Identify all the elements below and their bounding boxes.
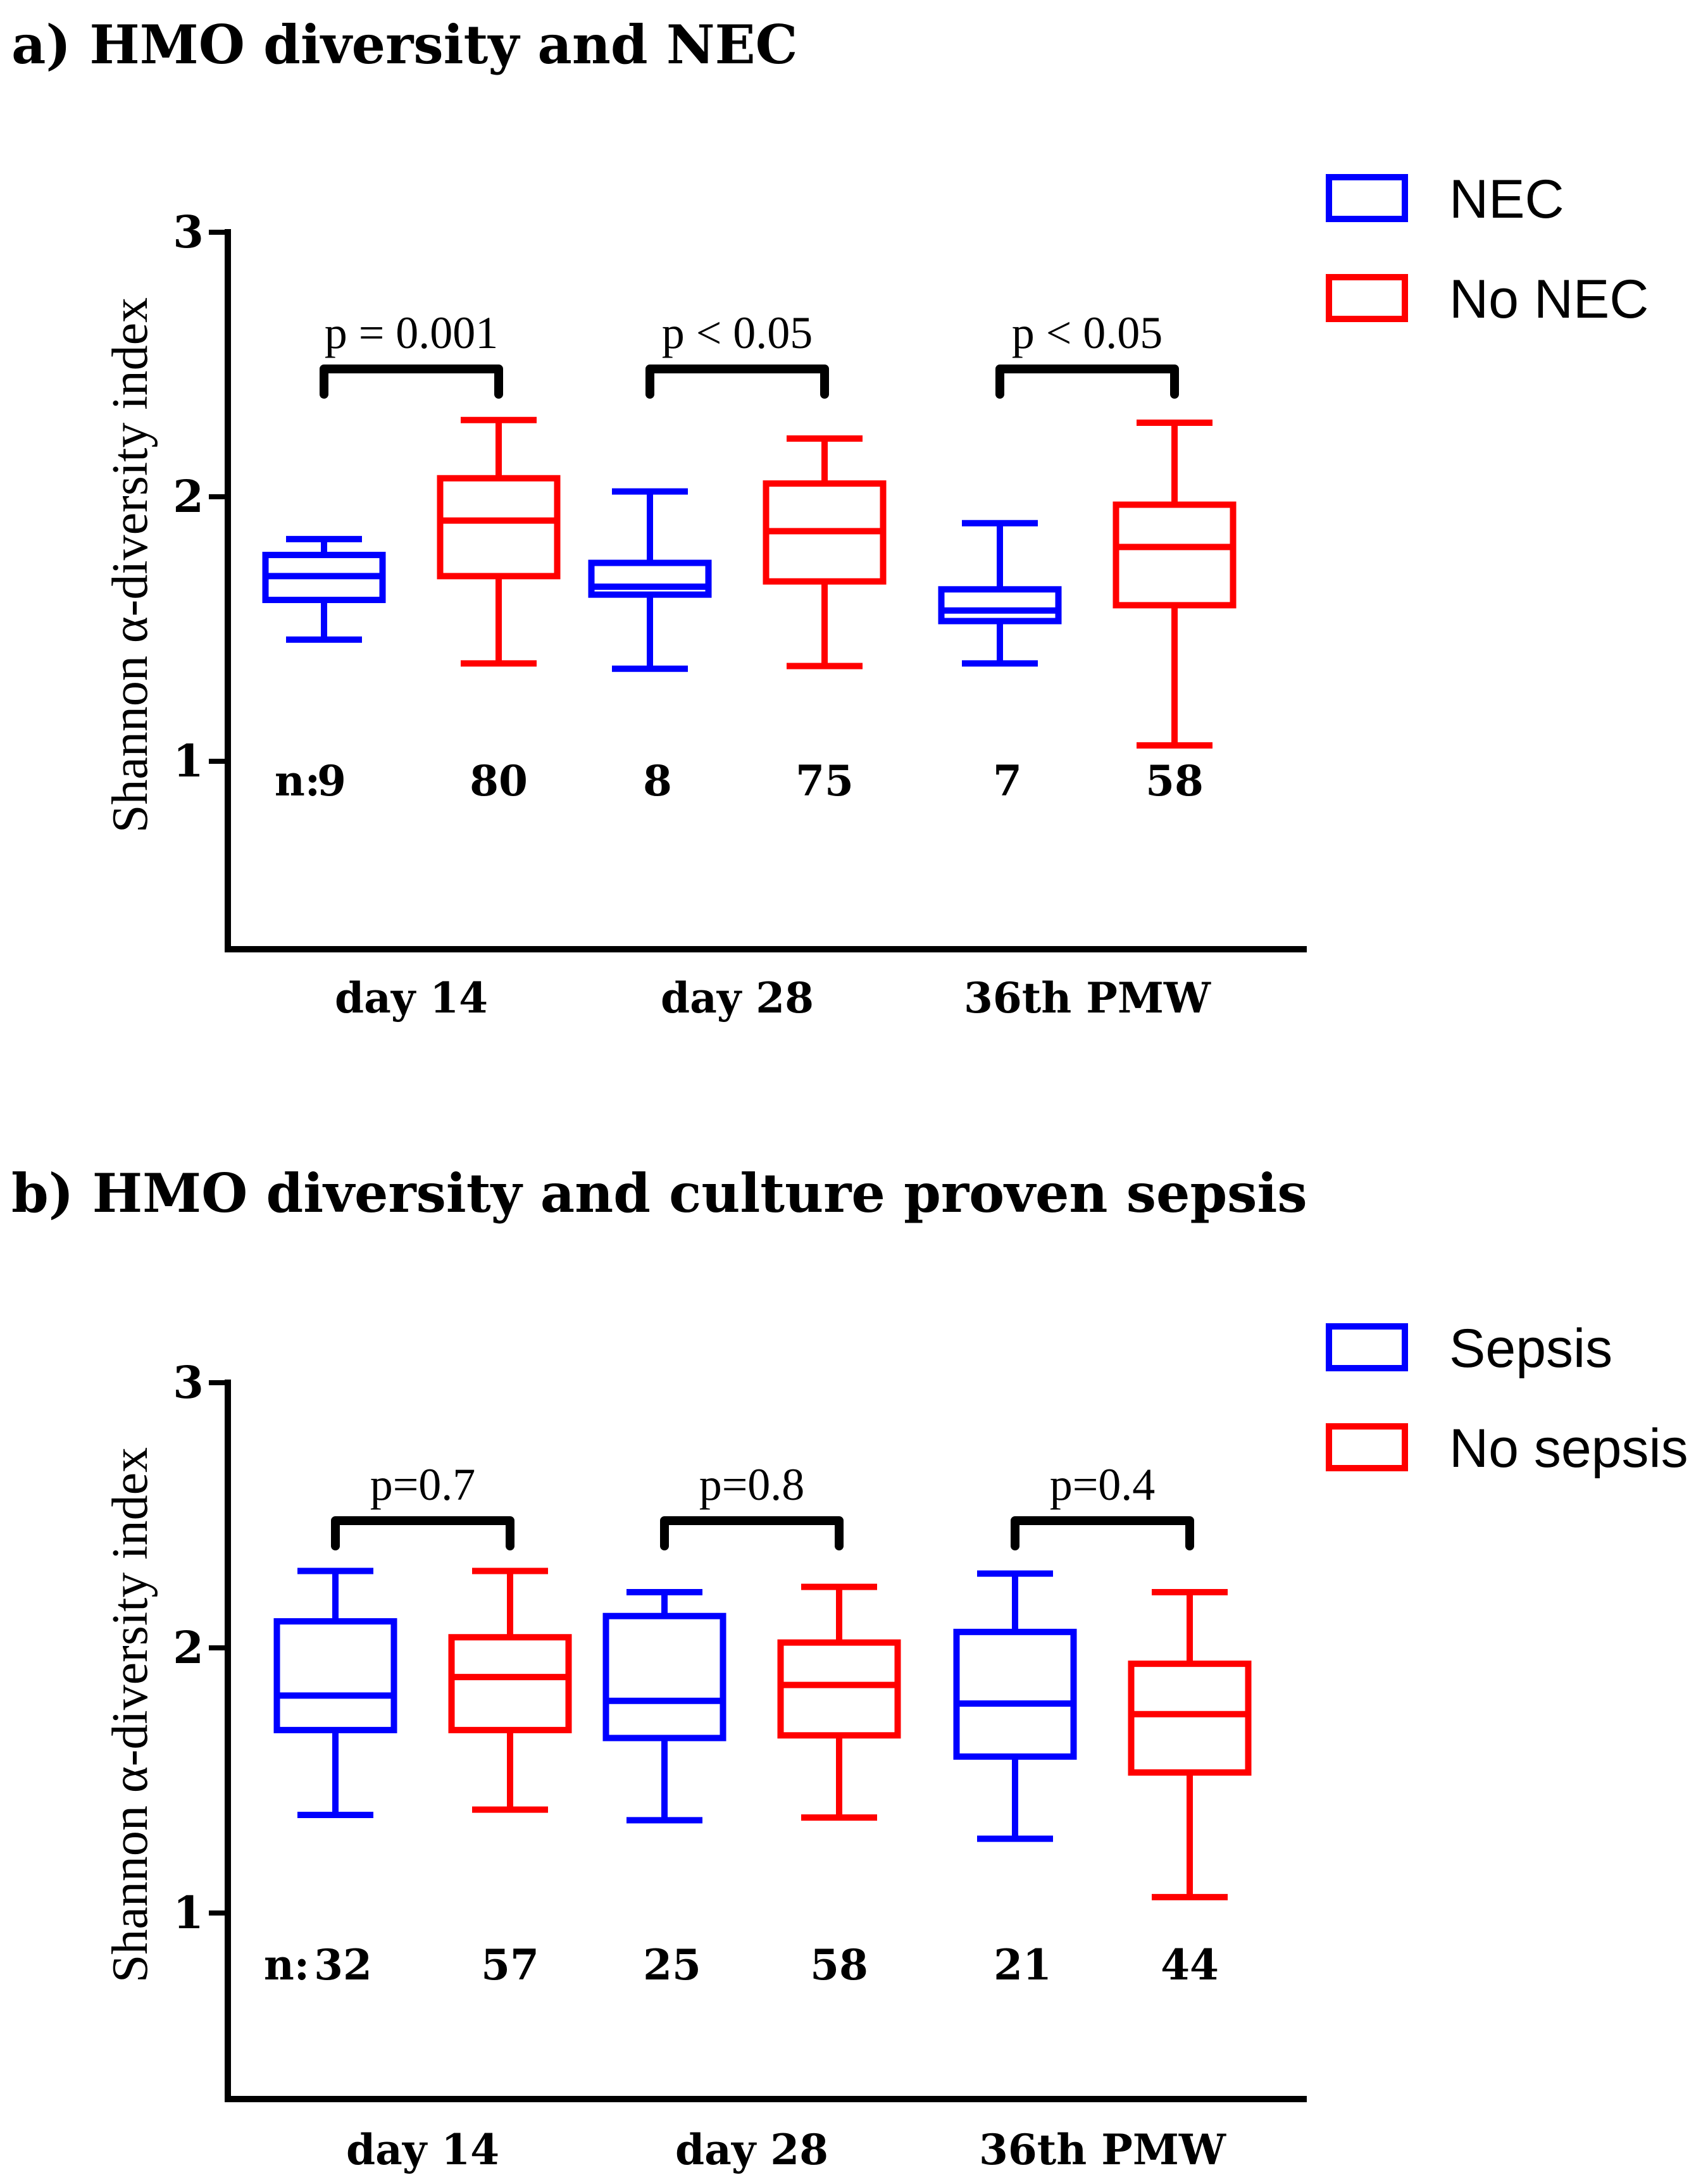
panel-a-x-tick-label-1: day 28	[661, 973, 814, 1023]
panel-a-no-nec-1-box-group	[763, 435, 887, 670]
panel-b-n-prefix: n:	[264, 1940, 309, 1990]
panel-b-y-axis-title: Shannon α-diversity index	[103, 1447, 158, 1983]
panel-b-title: b) HMO diversity and culture proven seps…	[11, 1162, 1307, 1225]
panel-a-p-value-1: p < 0.05	[662, 308, 813, 358]
panel-a-no-nec-1-n-label: 75	[795, 756, 854, 806]
panel-b-x-tick-label-0: day 14	[346, 2125, 499, 2174]
panel-a-nec-2-box-group	[938, 520, 1062, 667]
panel-b-sepsis-2-n-label: 21	[994, 1940, 1052, 1990]
panel-b-y-tick-label-1: 1	[173, 1886, 204, 1939]
panel-b-p-value-2: p=0.4	[1050, 1459, 1156, 1510]
legend-label-nec: NEC	[1449, 169, 1564, 230]
panel-b-sepsis-1-box-group	[602, 1589, 726, 1824]
panel-a-significance-bracket-2	[995, 365, 1179, 399]
panel-a-legend: NEC No NEC	[1326, 169, 1649, 330]
panel-a-y-axis-title: Shannon α-diversity index	[103, 297, 158, 833]
panel-a-nec-2-iqr-box	[938, 586, 1062, 625]
panel-a-x-tick-label-0: day 14	[335, 973, 488, 1023]
panel-b: b) HMO diversity and culture proven seps…	[11, 1162, 1688, 2174]
panel-b-p-value-1: p=0.8	[699, 1459, 805, 1510]
panel-a-significance-bracket-1	[645, 365, 829, 399]
panel-b-legend: Sepsis No sepsis	[1326, 1318, 1688, 1479]
panel-b-significance-bracket-2	[1011, 1516, 1194, 1550]
panel-a-title: a) HMO diversity and NEC	[11, 13, 798, 76]
legend-swatch-nec	[1326, 174, 1408, 222]
legend-swatch-sepsis	[1326, 1323, 1408, 1371]
panel-b-axes: 1 2 3	[173, 1356, 1307, 2102]
panel-b-sepsis-2-box-group	[953, 1570, 1077, 1842]
panel-a-nec-1-iqr-box	[588, 559, 712, 598]
panel-b-no-sepsis-2-n-label: 44	[1161, 1940, 1219, 1990]
panel-b-sepsis-0-iqr-box	[273, 1618, 397, 1733]
panel-a-no-nec-2-box-group	[1113, 419, 1237, 749]
panel-b-plot-area: n: day 14 32 57 p=0.7 day 28 25 58 p=0.8 36th PMW…	[264, 1459, 1252, 2174]
panel-a-nec-0-box-group	[262, 535, 386, 643]
panel-b-y-tick-label-3: 3	[173, 1356, 204, 1409]
panel-b-sepsis-1-n-label: 25	[643, 1940, 701, 1990]
panel-a-nec-1-n-label: 8	[643, 756, 672, 806]
panel-a-no-nec-2-iqr-box	[1113, 501, 1237, 609]
panel-a-p-value-0: p = 0.001	[325, 308, 499, 358]
panel-a-x-tick-label-2: 36th PMW	[964, 973, 1211, 1023]
panel-a-significance-bracket-0	[320, 365, 503, 399]
legend-swatch-no-sepsis	[1326, 1423, 1408, 1471]
panel-a-no-nec-0-box-group	[437, 416, 561, 667]
panel-b-sepsis-2-iqr-box	[953, 1628, 1077, 1760]
panel-a: a) HMO diversity and NEC Shannon α-diver…	[11, 13, 1649, 1023]
panel-a-nec-1-box-group	[588, 488, 712, 672]
panel-a-plot-area: n: day 14 9 80 p = 0.001 day 28 8 75 p < 0.05 36t…	[262, 308, 1237, 1023]
panel-a-no-nec-0-iqr-box	[437, 475, 561, 580]
panel-b-no-sepsis-2-box-group	[1128, 1589, 1252, 1900]
panel-b-no-sepsis-0-box-group	[448, 1567, 572, 1813]
panel-b-sepsis-1-iqr-box	[602, 1612, 726, 1742]
panel-a-y-tick-label-3: 3	[173, 206, 204, 258]
panel-b-no-sepsis-1-box-group	[777, 1583, 901, 1821]
panel-b-x-tick-label-2: 36th PMW	[979, 2125, 1226, 2174]
panel-b-no-sepsis-0-iqr-box	[448, 1634, 572, 1733]
panel-b-no-sepsis-2-iqr-box	[1128, 1661, 1252, 1776]
legend-label-no-nec: No NEC	[1449, 269, 1649, 330]
panel-b-no-sepsis-0-n-label: 57	[481, 1940, 539, 1990]
panel-b-no-sepsis-1-iqr-box	[777, 1639, 901, 1739]
panel-a-axes: 1 2 3	[173, 206, 1307, 952]
panel-b-sepsis-0-n-label: 32	[314, 1940, 372, 1990]
panel-b-p-value-0: p=0.7	[370, 1459, 476, 1510]
legend-swatch-no-nec	[1326, 274, 1408, 322]
panel-a-nec-0-n-label: 9	[317, 756, 346, 806]
panel-a-nec-2-n-label: 7	[993, 756, 1022, 806]
panel-b-y-tick-label-2: 2	[173, 1621, 204, 1674]
panel-a-n-prefix: n:	[275, 756, 320, 806]
legend-label-sepsis: Sepsis	[1449, 1318, 1612, 1379]
panel-a-no-nec-0-n-label: 80	[470, 756, 528, 806]
panel-b-significance-bracket-1	[660, 1516, 844, 1550]
panel-b-x-tick-label-1: day 28	[675, 2125, 828, 2174]
panel-a-y-tick-label-2: 2	[173, 470, 204, 523]
panel-a-no-nec-2-n-label: 58	[1145, 756, 1204, 806]
legend-label-no-sepsis: No sepsis	[1449, 1418, 1688, 1479]
panel-b-no-sepsis-1-n-label: 58	[810, 1940, 868, 1990]
panel-a-y-tick-label-1: 1	[173, 735, 204, 787]
panel-a-p-value-2: p < 0.05	[1012, 308, 1163, 358]
panel-b-sepsis-0-box-group	[273, 1567, 397, 1818]
panel-b-significance-bracket-0	[331, 1516, 514, 1550]
